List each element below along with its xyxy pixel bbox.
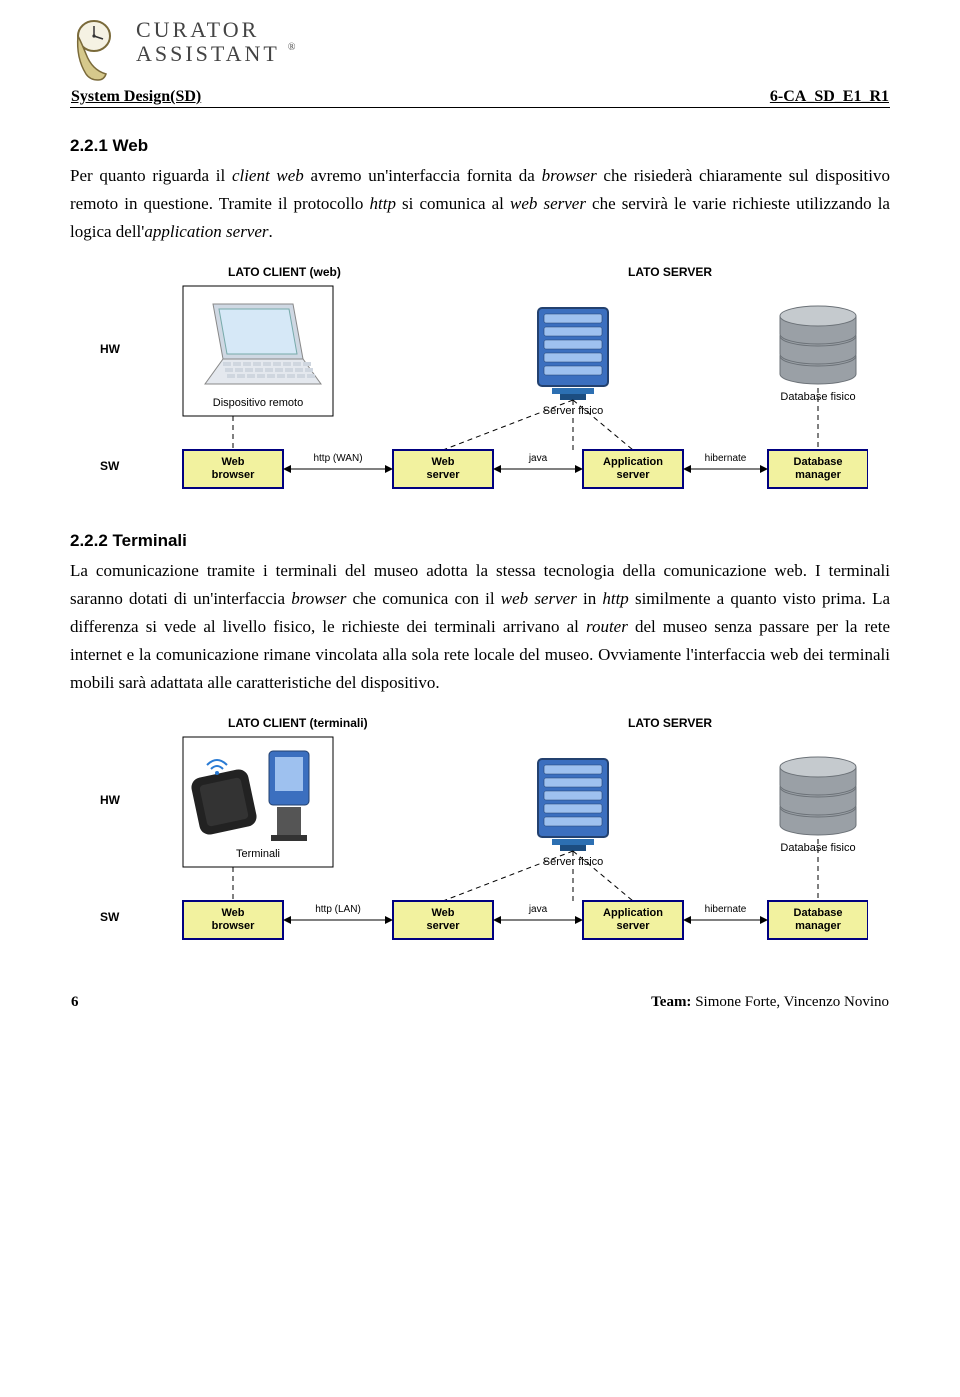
svg-text:LATO SERVER: LATO SERVER [628, 716, 712, 730]
svg-text:LATO CLIENT (terminali): LATO CLIENT (terminali) [228, 716, 368, 730]
svg-text:SW: SW [100, 459, 120, 473]
svg-text:java: java [528, 453, 548, 464]
svg-text:http (WAN): http (WAN) [313, 453, 362, 464]
svg-text:Dispositivo remoto: Dispositivo remoto [213, 397, 303, 409]
svg-text:Databasemanager: Databasemanager [794, 907, 843, 932]
svg-text:SW: SW [100, 910, 120, 924]
running-header: System Design(SD) 6-CA_SD_E1_R1 [70, 88, 890, 108]
brand-line1: CURATOR [136, 18, 296, 42]
footer: 6 Team: Simone Forte, Vincenzo Novino [70, 994, 890, 1011]
svg-text:HW: HW [100, 793, 121, 807]
footer-team: Simone Forte, Vincenzo Novino [695, 994, 889, 1010]
svg-text:LATO CLIENT (web): LATO CLIENT (web) [228, 265, 341, 279]
svg-text:http (LAN): http (LAN) [315, 904, 361, 915]
svg-text:Databasemanager: Databasemanager [794, 456, 843, 481]
section-body-web: Per quanto riguarda il client web avremo… [70, 162, 890, 246]
section-title-terminali: 2.2.2 Terminali [70, 531, 890, 551]
svg-text:java: java [528, 904, 548, 915]
brand-block: CURATOR ASSISTANT ® [70, 18, 890, 82]
svg-text:Terminali: Terminali [236, 848, 280, 860]
diagram-terminali: LATO CLIENT (terminali) LATO SERVER HW SW Te… [88, 709, 890, 954]
header-right: 6-CA_SD_E1_R1 [770, 88, 889, 106]
logo-icon [70, 18, 124, 82]
footer-team-label: Team: [651, 994, 695, 1010]
brand-line2: ASSISTANT [136, 41, 279, 66]
brand-reg: ® [288, 42, 296, 53]
section-body-terminali: La comunicazione tramite i terminali del… [70, 557, 890, 697]
page-number: 6 [71, 994, 79, 1010]
svg-text:hibernate: hibernate [705, 453, 747, 464]
svg-text:hibernate: hibernate [705, 904, 747, 915]
diagram-web: LATO CLIENT (web) LATO SERVER HW SW Disposit… [88, 258, 890, 503]
section-title-web: 2.2.1 Web [70, 136, 890, 156]
header-left: System Design(SD) [71, 88, 201, 106]
svg-text:HW: HW [100, 342, 121, 356]
svg-text:LATO SERVER: LATO SERVER [628, 265, 712, 279]
